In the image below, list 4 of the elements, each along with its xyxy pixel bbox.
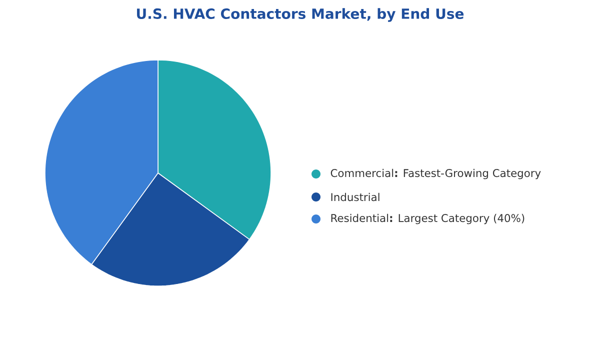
- legend-label: Commercial: Fastest-Growing Category: [330, 168, 541, 180]
- legend-label: Industrial: [331, 192, 380, 202]
- chart-title: U.S. HVAC Contactors Market, by End Use: [137, 8, 464, 22]
- legend-label: Residential: Largest Category (40%): [331, 214, 524, 224]
